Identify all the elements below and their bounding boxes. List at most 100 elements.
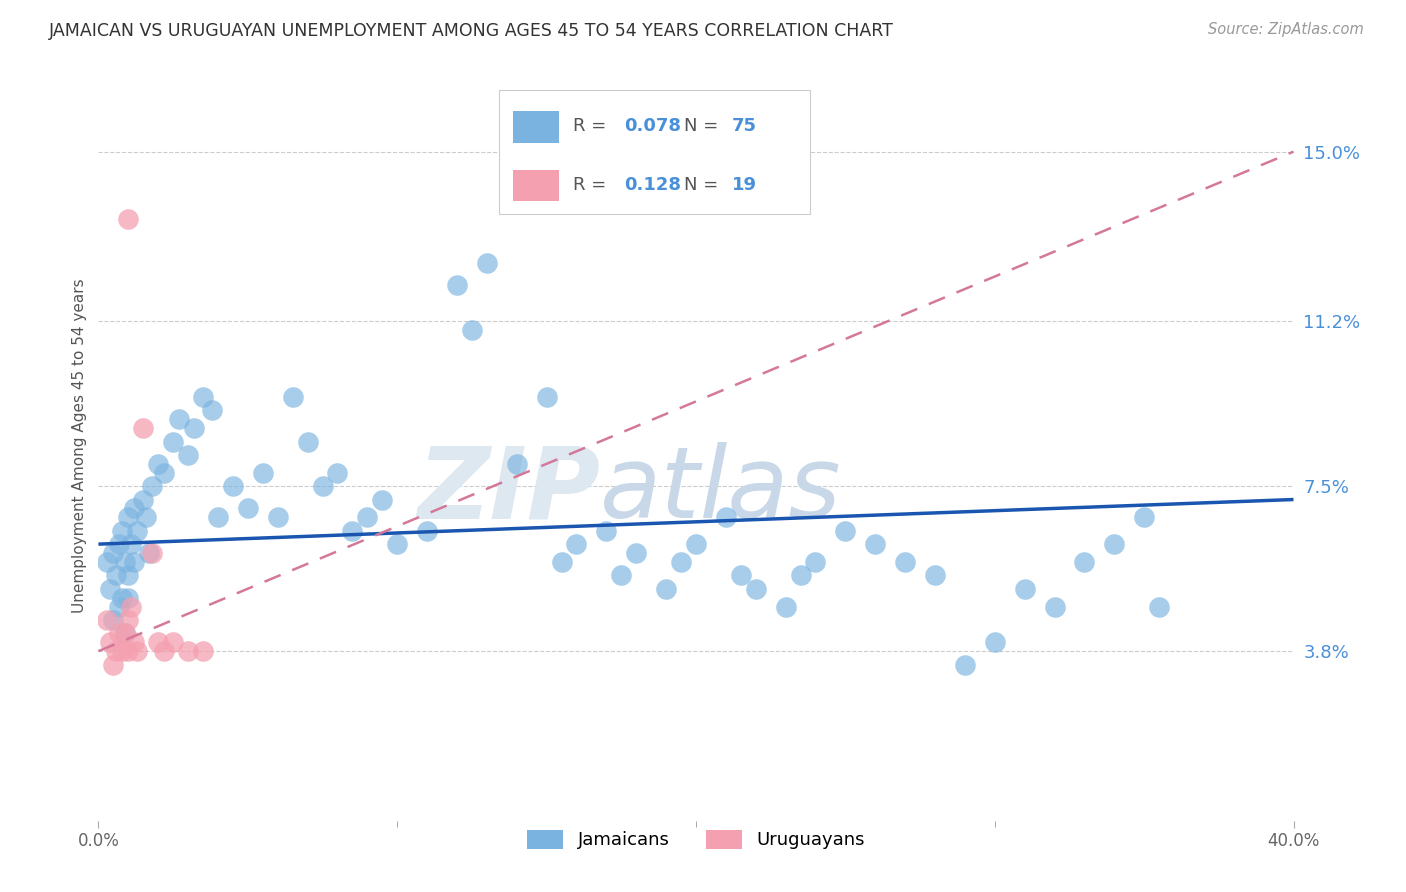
Point <box>141 479 163 493</box>
Text: atlas: atlas <box>600 442 842 540</box>
Point <box>267 510 290 524</box>
Point <box>103 613 125 627</box>
Text: R =: R = <box>572 176 612 194</box>
Point <box>148 635 170 649</box>
Point <box>148 457 170 471</box>
Point <box>1014 582 1036 596</box>
Point <box>162 434 184 449</box>
Point <box>124 635 146 649</box>
Point <box>117 613 139 627</box>
Text: 75: 75 <box>733 117 756 135</box>
Point <box>138 546 160 560</box>
Point <box>714 510 737 524</box>
Text: R =: R = <box>572 117 612 135</box>
Point <box>834 524 856 538</box>
Point <box>745 582 768 596</box>
Point <box>191 644 214 658</box>
Point <box>565 537 588 551</box>
Point <box>96 613 118 627</box>
Point <box>108 626 131 640</box>
Point <box>114 555 136 569</box>
Point <box>356 510 378 524</box>
Point <box>655 582 678 596</box>
Point <box>446 278 468 293</box>
Text: JAMAICAN VS URUGUAYAN UNEMPLOYMENT AMONG AGES 45 TO 54 YEARS CORRELATION CHART: JAMAICAN VS URUGUAYAN UNEMPLOYMENT AMONG… <box>49 22 894 40</box>
Point <box>120 599 142 614</box>
Bar <box>513 169 558 201</box>
Point <box>1043 599 1066 614</box>
Point <box>105 568 128 582</box>
Point <box>177 644 200 658</box>
Point <box>475 256 498 270</box>
Point <box>775 599 797 614</box>
Point <box>342 524 364 538</box>
Point <box>610 568 633 582</box>
Text: 19: 19 <box>733 176 756 194</box>
Point <box>111 644 134 658</box>
Text: ZIP: ZIP <box>418 442 600 540</box>
Point <box>311 479 333 493</box>
Point <box>114 626 136 640</box>
Text: N =: N = <box>685 117 724 135</box>
Point <box>536 390 558 404</box>
Point <box>416 524 439 538</box>
Point <box>506 457 529 471</box>
Point <box>105 644 128 658</box>
Point <box>953 657 976 672</box>
Point <box>114 626 136 640</box>
Point <box>117 211 139 226</box>
Point <box>117 510 139 524</box>
Text: 0.128: 0.128 <box>624 176 682 194</box>
Point <box>132 421 155 435</box>
Point <box>183 421 205 435</box>
Point <box>461 323 484 337</box>
Point <box>117 568 139 582</box>
Point <box>1133 510 1156 524</box>
Point <box>685 537 707 551</box>
Y-axis label: Unemployment Among Ages 45 to 54 years: Unemployment Among Ages 45 to 54 years <box>72 278 87 614</box>
Point <box>127 644 149 658</box>
Bar <box>513 112 558 143</box>
Point <box>984 635 1007 649</box>
Text: N =: N = <box>685 176 724 194</box>
Point <box>595 524 617 538</box>
Point <box>124 555 146 569</box>
Legend: Jamaicans, Uruguayans: Jamaicans, Uruguayans <box>520 822 872 856</box>
Point <box>626 546 648 560</box>
Point <box>326 466 349 480</box>
Point <box>111 591 134 605</box>
Point <box>103 546 125 560</box>
Point <box>111 524 134 538</box>
Point <box>167 412 190 426</box>
Point <box>127 524 149 538</box>
Point <box>222 479 245 493</box>
Point <box>117 644 139 658</box>
Point <box>141 546 163 560</box>
Point <box>730 568 752 582</box>
Point <box>207 510 229 524</box>
Point <box>96 555 118 569</box>
Point <box>804 555 827 569</box>
Point <box>1073 555 1095 569</box>
Point <box>103 657 125 672</box>
Point <box>297 434 319 449</box>
Point <box>98 635 122 649</box>
Text: 0.078: 0.078 <box>624 117 682 135</box>
Point <box>120 537 142 551</box>
Point <box>789 568 811 582</box>
Point <box>669 555 692 569</box>
Point <box>550 555 572 569</box>
Point <box>281 390 304 404</box>
Point <box>177 448 200 462</box>
Point <box>98 582 122 596</box>
Point <box>1147 599 1170 614</box>
Point <box>252 466 274 480</box>
Point <box>865 537 887 551</box>
Point <box>117 591 139 605</box>
Point <box>894 555 917 569</box>
Point <box>132 492 155 507</box>
Point <box>162 635 184 649</box>
Point <box>201 403 224 417</box>
Point <box>108 537 131 551</box>
Point <box>124 501 146 516</box>
